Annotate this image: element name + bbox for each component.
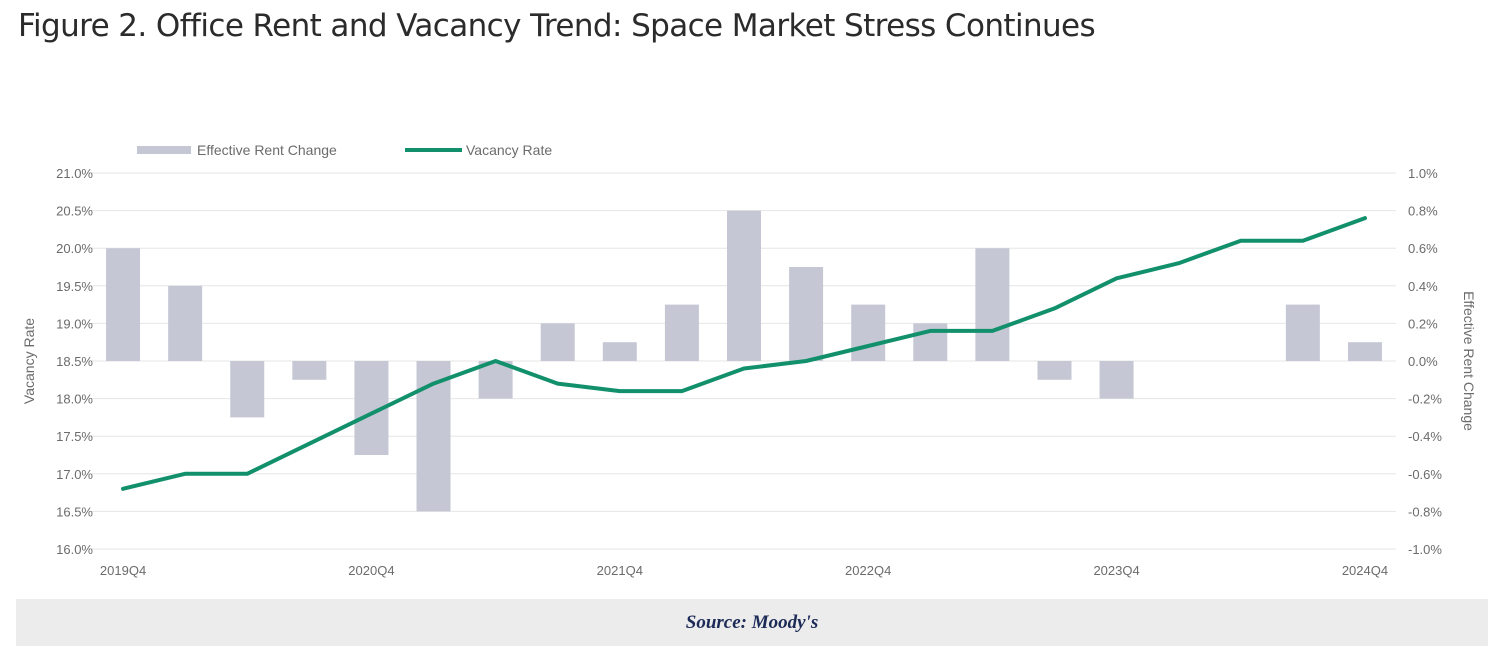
vacancy-rate-line xyxy=(121,216,1367,491)
rent-change-bar xyxy=(230,361,265,418)
rent-change-bar xyxy=(106,248,141,361)
figure-title: Figure 2. Office Rent and Vacancy Trend:… xyxy=(18,8,1096,44)
right-axis-label: Effective Rent Change xyxy=(1461,291,1477,431)
rent-change-bar xyxy=(851,304,886,361)
right-tick-label: 1.0% xyxy=(1408,166,1438,181)
left-tick-label: 17.0% xyxy=(56,467,93,482)
left-tick-label: 21.0% xyxy=(56,166,93,181)
left-tick-label: 19.5% xyxy=(56,279,93,294)
right-tick-label: 0.0% xyxy=(1408,354,1438,369)
left-tick-label: 19.0% xyxy=(56,316,93,331)
rent-change-bar xyxy=(1285,304,1320,361)
x-tick-label: 2021Q4 xyxy=(597,563,643,578)
rent-change-bar xyxy=(1037,361,1072,380)
right-tick-label: 0.6% xyxy=(1408,241,1438,256)
rent-change-bar xyxy=(478,361,513,399)
right-tick-label: -0.4% xyxy=(1408,429,1442,444)
left-tick-label: 17.5% xyxy=(56,429,93,444)
right-tick-label: -1.0% xyxy=(1408,542,1442,557)
left-tick-label: 16.0% xyxy=(56,542,93,557)
rent-change-bar xyxy=(1099,361,1134,399)
rent-change-bar xyxy=(540,323,575,361)
x-tick-label: 2023Q4 xyxy=(1093,563,1139,578)
rent-change-bar xyxy=(416,361,451,512)
rent-change-bar xyxy=(292,361,327,380)
rent-change-bars xyxy=(106,210,1382,512)
rent-change-bar xyxy=(975,248,1010,361)
x-tick-label: 2020Q4 xyxy=(348,563,394,578)
left-tick-label: 18.0% xyxy=(56,392,93,407)
source-bar: Source: Moody's xyxy=(16,599,1488,646)
rent-change-bar xyxy=(168,285,203,361)
x-tick-label: 2024Q4 xyxy=(1342,563,1388,578)
right-tick-label: -0.6% xyxy=(1408,467,1442,482)
right-tick-label: -0.2% xyxy=(1408,392,1442,407)
right-tick-label: 0.4% xyxy=(1408,279,1438,294)
left-tick-label: 20.0% xyxy=(56,241,93,256)
legend-bar-label: Effective Rent Change xyxy=(197,142,337,158)
rent-change-bar xyxy=(789,267,824,361)
right-tick-label: 0.8% xyxy=(1408,204,1438,219)
left-axis-ticks: 16.0% 16.5% 17.0% 17.5% 18.0% 18.5% 19.0% 19.5%… xyxy=(56,166,93,557)
rent-change-bar xyxy=(1347,342,1382,361)
vacancy-line-layer xyxy=(121,216,1367,491)
left-tick-label: 16.5% xyxy=(56,504,93,519)
x-axis-ticks: 2019Q4 2020Q4 2021Q4 2022Q4 2023Q4 2024Q4 xyxy=(100,563,1388,578)
left-tick-label: 20.5% xyxy=(56,204,93,219)
legend-line-label: Vacancy Rate xyxy=(466,142,552,158)
x-tick-label: 2019Q4 xyxy=(100,563,146,578)
rent-change-bar xyxy=(664,304,699,361)
x-tick-label: 2022Q4 xyxy=(845,563,891,578)
legend-bar-swatch xyxy=(137,146,191,154)
right-tick-label: 0.2% xyxy=(1408,316,1438,331)
right-tick-label: -0.8% xyxy=(1408,504,1442,519)
legend: Effective Rent Change Vacancy Rate xyxy=(137,142,552,158)
combo-chart: 16.0% 16.5% 17.0% 17.5% 18.0% 18.5% 19.0% 19.5%… xyxy=(21,142,1477,578)
rent-change-bar xyxy=(602,342,637,361)
right-axis-ticks: -1.0% -0.8% -0.6% -0.4% -0.2% 0.0% 0.2% 0.4% 0.6… xyxy=(1408,166,1442,557)
rent-change-bar xyxy=(727,210,761,361)
left-axis-label: Vacancy Rate xyxy=(21,318,37,404)
source-note: Source: Moody's xyxy=(685,611,819,633)
left-tick-label: 18.5% xyxy=(56,354,93,369)
